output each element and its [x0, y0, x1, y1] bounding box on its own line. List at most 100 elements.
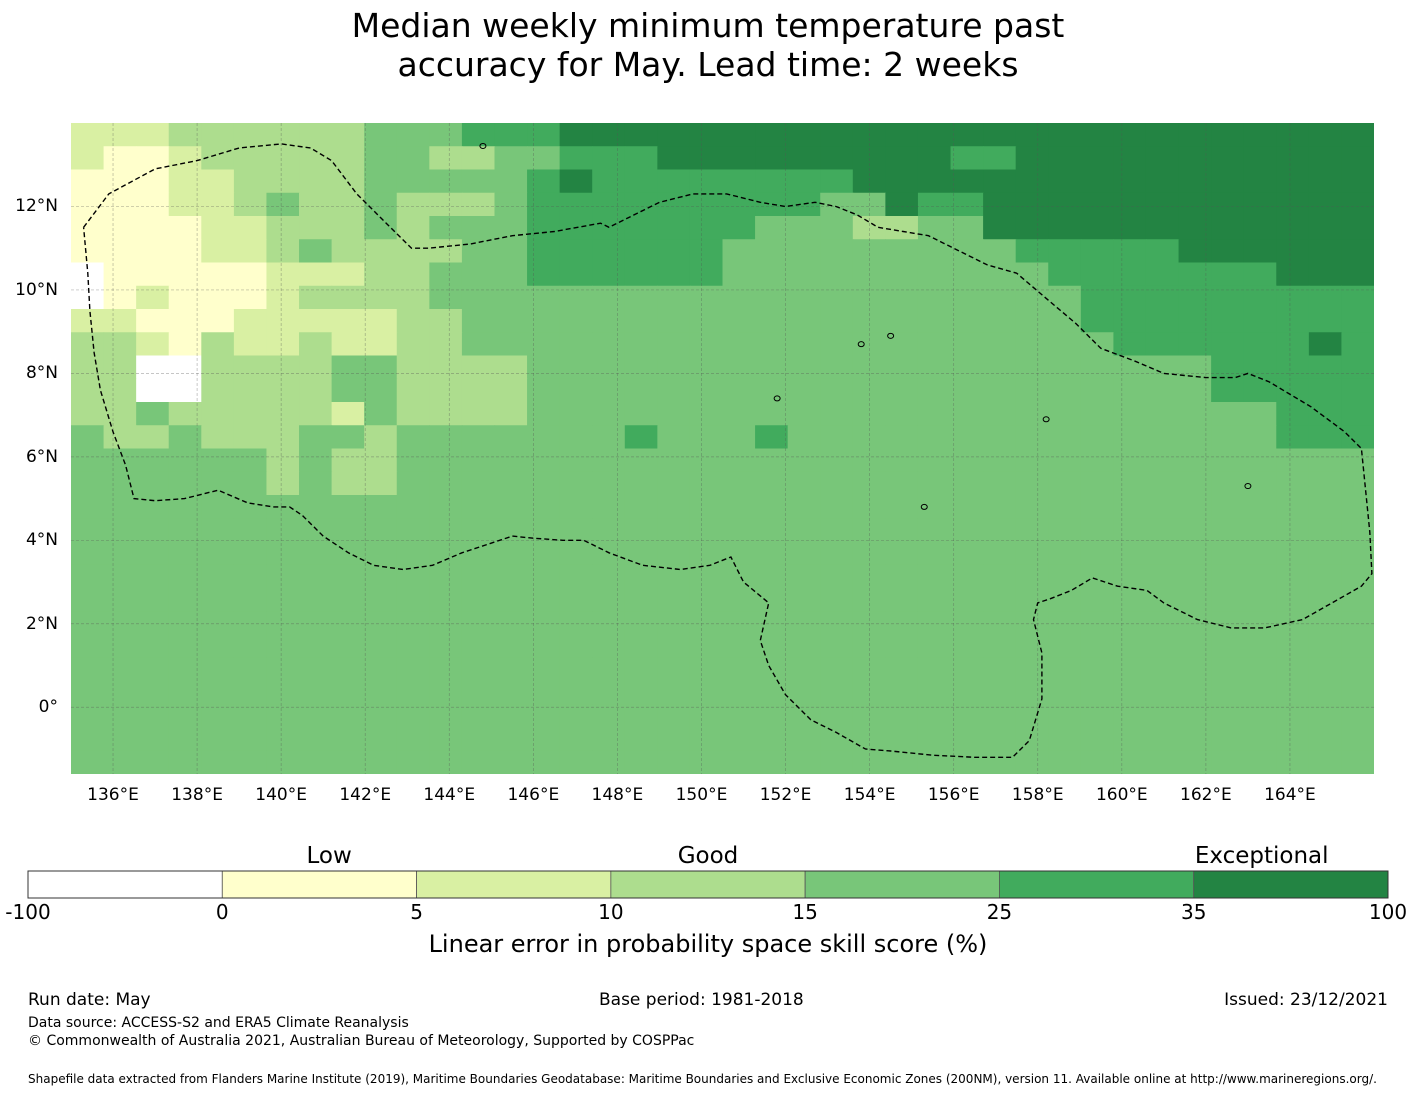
grid-cell [950, 541, 984, 566]
chart-title: Median weekly minimum temperature past a… [0, 6, 1416, 84]
grid-cell [820, 611, 854, 636]
grid-cell [1048, 471, 1082, 496]
grid-cell [559, 704, 593, 729]
grid-cell [1341, 239, 1374, 264]
grid-cell [1048, 309, 1082, 333]
grid-cell [461, 262, 496, 287]
grid-cell [1178, 262, 1212, 287]
grid-cell [1308, 378, 1343, 403]
grid-cell [983, 681, 1017, 705]
grid-cell [1048, 262, 1082, 287]
grid-cell [689, 564, 724, 589]
grid-cell [1113, 169, 1147, 194]
grid-cell [917, 564, 952, 589]
grid-cell [983, 169, 1017, 194]
grid-cell [917, 471, 952, 496]
grid-cell [624, 588, 658, 612]
grid-cell [983, 588, 1017, 612]
grid-cell [71, 285, 105, 310]
grid-cell [1015, 611, 1049, 636]
shapefile-credit: Shapefile data extracted from Flanders M… [28, 1072, 1377, 1086]
grid-cell [1211, 355, 1245, 380]
grid-cell [722, 471, 756, 496]
grid-cell [1145, 704, 1180, 729]
grid-cell [885, 541, 919, 566]
grid-cell [559, 332, 593, 357]
grid-cell [950, 402, 984, 426]
grid-cell [233, 216, 268, 240]
grid-cell [494, 216, 528, 240]
grid-cell [103, 402, 137, 426]
grid-cell [1015, 564, 1049, 589]
grid-cell [201, 309, 235, 333]
grid-cell [396, 123, 430, 147]
grid-cell [168, 262, 202, 287]
grid-cell [494, 239, 528, 264]
grid-cell [592, 425, 626, 450]
grid-cell [689, 471, 724, 496]
grid-cell [429, 332, 463, 357]
grid-cell [299, 378, 333, 403]
grid-cell [299, 239, 333, 264]
grid-cell [168, 192, 202, 217]
grid-cell [1145, 681, 1180, 705]
grid-cell [1080, 285, 1115, 310]
grid-cell [657, 169, 691, 194]
grid-cell [364, 378, 398, 403]
grid-cell [1211, 425, 1245, 450]
grid-cell [624, 704, 658, 729]
grid-cell [429, 309, 463, 333]
grid-cell [201, 239, 235, 264]
grid-cell [71, 425, 105, 450]
grid-cell [755, 123, 789, 147]
grid-cell [787, 518, 821, 543]
grid-cell [722, 262, 756, 287]
grid-cell [1276, 518, 1310, 543]
grid-cell [657, 471, 691, 496]
grid-cell [461, 146, 496, 171]
grid-cell [1080, 239, 1115, 264]
grid-cell [1080, 588, 1115, 612]
grid-cell [266, 681, 300, 705]
grid-cell [755, 216, 789, 240]
grid-cell [885, 448, 919, 473]
grid-cell [527, 471, 561, 496]
grid-cell [1178, 355, 1212, 380]
latitude-tick-label: 6°N [25, 446, 58, 467]
grid-cell [657, 332, 691, 357]
grid-cell [755, 518, 789, 543]
grid-cell [983, 634, 1017, 659]
grid-cell [1048, 192, 1082, 217]
grid-cell [1048, 634, 1082, 659]
longitude-tick-label: 140°E [255, 785, 308, 805]
grid-cell [1015, 750, 1049, 774]
grid-cell [136, 169, 170, 194]
grid-cell [1211, 285, 1245, 310]
grid-cell [527, 355, 561, 380]
grid-cell [136, 704, 170, 729]
grid-cell [1243, 750, 1277, 774]
grid-cell [917, 262, 952, 287]
grid-cell [917, 704, 952, 729]
grid-cell [820, 332, 854, 357]
grid-cell [722, 192, 756, 217]
colorbar-category-label: Exceptional [1194, 843, 1329, 869]
grid-cell [1276, 611, 1310, 636]
grid-cell [1341, 727, 1374, 752]
grid-cell [1178, 634, 1212, 659]
grid-cell [1145, 378, 1180, 403]
grid-cell [1113, 355, 1147, 380]
grid-cell [983, 146, 1017, 171]
grid-cell [722, 309, 756, 333]
grid-cell [1145, 355, 1180, 380]
grid-cell [136, 216, 170, 240]
grid-cell [494, 704, 528, 729]
grid-cell [755, 378, 789, 403]
grid-cell [201, 355, 235, 380]
grid-cell [1341, 332, 1374, 357]
grid-cell [1211, 332, 1245, 357]
grid-cell [755, 239, 789, 264]
grid-cell [689, 681, 724, 705]
grid-cell [103, 750, 137, 774]
grid-cell [1178, 285, 1212, 310]
